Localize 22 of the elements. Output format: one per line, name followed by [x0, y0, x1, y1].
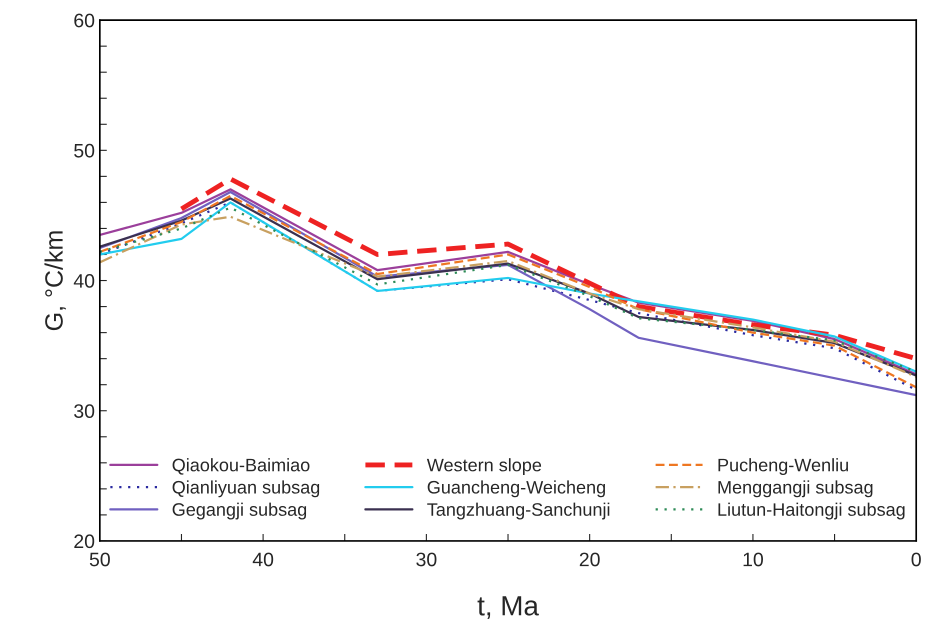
legend-label: Pucheng-Wenliu — [718, 458, 848, 475]
y-tick-label: 30 — [74, 404, 94, 418]
legend-label: Liutun-Haitongji subsag — [718, 502, 905, 520]
y-tick-label: 50 — [74, 144, 94, 158]
x-tick-label: 10 — [744, 552, 763, 566]
legend-label: Western slope — [426, 458, 542, 475]
x-tick-label: 20 — [580, 552, 600, 566]
y-axis-title: G, °C/km — [44, 231, 66, 330]
x-tick-label: 30 — [416, 552, 436, 566]
legend-label: Menggangji subsag — [718, 480, 872, 498]
x-tick-label: 50 — [90, 552, 110, 566]
y-tick-label: 40 — [74, 274, 94, 288]
x-axis-title: t, Ma — [478, 596, 539, 619]
y-tick-label: 60 — [74, 14, 94, 28]
legend-label: Guancheng-Weicheng — [428, 480, 605, 498]
legend-label: Qiaokou-Baimiao — [172, 458, 310, 475]
x-tick-label: 0 — [912, 552, 921, 566]
legend-label: Qianliyuan subsag — [172, 480, 320, 498]
legend-label: Tangzhuang-Sanchunji — [427, 502, 610, 520]
legend-label: Gegangji subsag — [172, 502, 306, 520]
y-tick-label: 20 — [74, 534, 94, 548]
x-tick-label: 40 — [252, 552, 274, 566]
